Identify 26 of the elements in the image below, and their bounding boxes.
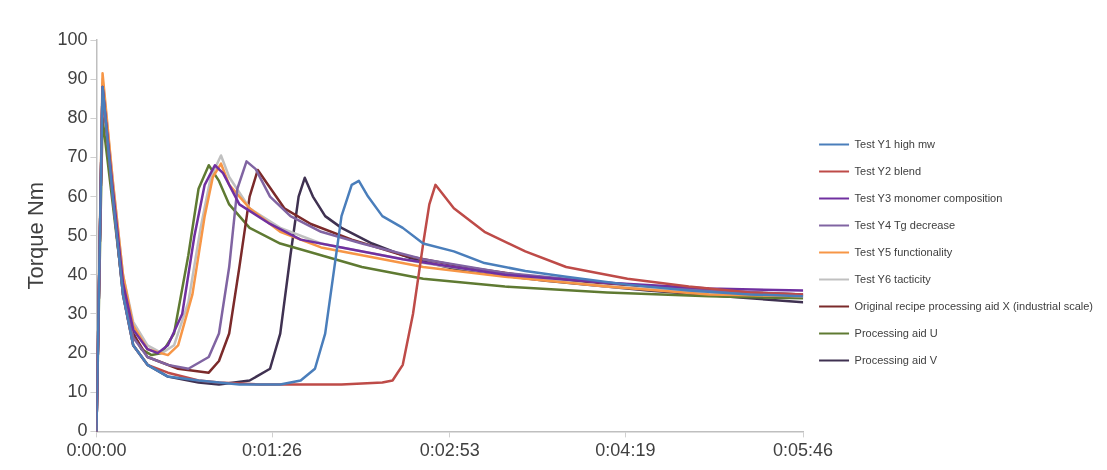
legend-label: Processing aid V <box>854 353 938 366</box>
legend-label: Test Y3 monomer composition <box>854 191 1003 204</box>
y-axis-title: Torque Nm <box>23 181 49 290</box>
legend-label: Test Y4 Tg decrease <box>854 218 956 231</box>
legend-label: Test Y6 tacticity <box>854 272 932 285</box>
y-tick-label: 70 <box>67 146 88 167</box>
x-tick-label: 0:00:00 <box>66 440 127 461</box>
x-tick-label: 0:05:46 <box>773 440 834 461</box>
x-tick-label: 0:01:26 <box>242 440 303 461</box>
y-tick-label: 60 <box>67 185 88 206</box>
y-tick-label: 10 <box>67 381 88 402</box>
y-tick-label: 100 <box>57 28 88 49</box>
legend-label: Processing aid U <box>854 326 938 339</box>
legend-label: Test Y1 high mw <box>854 137 936 150</box>
y-tick-label: 40 <box>67 263 88 284</box>
legend-label: Test Y5 functionality <box>854 245 953 258</box>
y-tick-label: 30 <box>67 302 88 323</box>
y-tick-label: 20 <box>67 342 88 363</box>
y-tick-label: 90 <box>67 68 88 89</box>
x-tick-label: 0:04:19 <box>595 440 656 461</box>
y-tick-label: 50 <box>67 224 88 245</box>
y-tick-label: 80 <box>67 107 88 128</box>
y-tick-label: 0 <box>77 420 88 441</box>
x-tick-label: 0:02:53 <box>419 440 480 461</box>
legend-label: Original recipe processing aid X (industrial scale) <box>854 299 1094 312</box>
legend-label: Test Y2 blend <box>854 164 922 177</box>
